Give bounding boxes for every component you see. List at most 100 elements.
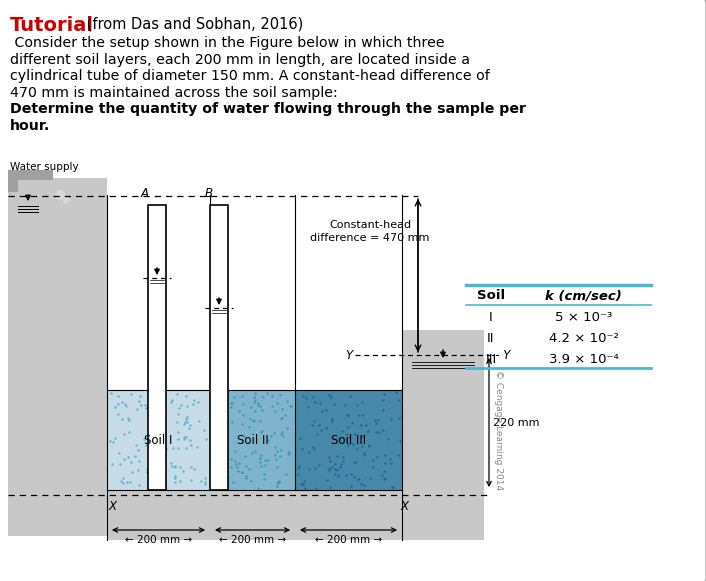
Point bbox=[236, 391, 247, 400]
Point bbox=[336, 426, 347, 436]
Point bbox=[273, 477, 285, 486]
Text: Constant-head: Constant-head bbox=[329, 220, 411, 230]
Point bbox=[378, 467, 390, 476]
Point bbox=[147, 450, 158, 459]
Point bbox=[255, 427, 266, 436]
Point bbox=[393, 414, 405, 423]
Text: X: X bbox=[400, 500, 408, 513]
Point bbox=[378, 396, 389, 405]
Point bbox=[357, 441, 368, 450]
Point bbox=[180, 443, 191, 453]
Point bbox=[148, 390, 159, 399]
Point bbox=[171, 418, 182, 427]
Point bbox=[307, 443, 318, 452]
Point bbox=[273, 477, 285, 486]
Point bbox=[271, 399, 282, 408]
Point bbox=[275, 430, 287, 439]
Point bbox=[148, 444, 159, 453]
Point bbox=[323, 452, 335, 461]
Point bbox=[385, 458, 396, 468]
Text: X: X bbox=[108, 500, 116, 513]
Point bbox=[217, 396, 228, 406]
Point bbox=[340, 400, 351, 410]
Point bbox=[344, 391, 355, 400]
Point bbox=[150, 473, 161, 482]
Point bbox=[293, 462, 304, 471]
Point bbox=[240, 452, 251, 461]
Point bbox=[309, 416, 320, 425]
Point bbox=[171, 389, 182, 399]
Point bbox=[119, 399, 131, 408]
Point bbox=[273, 477, 284, 486]
Point bbox=[358, 449, 369, 458]
Point bbox=[199, 474, 210, 483]
Point bbox=[233, 458, 244, 467]
Point bbox=[386, 415, 397, 424]
Point bbox=[106, 389, 117, 398]
Point bbox=[227, 418, 238, 427]
Point bbox=[113, 448, 124, 457]
Point bbox=[126, 457, 137, 467]
Point bbox=[321, 423, 332, 432]
Point bbox=[219, 479, 230, 488]
Point bbox=[277, 428, 288, 437]
Point bbox=[193, 397, 204, 407]
Point bbox=[158, 451, 169, 460]
Point bbox=[119, 454, 130, 463]
Point bbox=[186, 440, 197, 450]
Point bbox=[337, 456, 349, 465]
Point bbox=[357, 410, 369, 419]
Point bbox=[244, 414, 256, 424]
Point bbox=[346, 418, 357, 428]
Point bbox=[348, 458, 359, 467]
Point bbox=[217, 391, 229, 400]
Point bbox=[175, 400, 186, 409]
Point bbox=[304, 447, 315, 456]
Bar bbox=[8, 178, 108, 536]
Point bbox=[169, 477, 181, 486]
Point bbox=[245, 402, 256, 411]
Point bbox=[225, 403, 237, 412]
Point bbox=[259, 456, 270, 465]
Point bbox=[337, 452, 349, 461]
Point bbox=[150, 398, 161, 407]
Point bbox=[150, 451, 162, 460]
Point bbox=[272, 482, 283, 491]
Point bbox=[126, 467, 138, 476]
Point bbox=[345, 469, 357, 479]
Point bbox=[225, 454, 237, 464]
Point bbox=[306, 420, 317, 429]
Point bbox=[325, 392, 337, 401]
Point bbox=[120, 401, 131, 410]
Point bbox=[352, 444, 363, 453]
Point bbox=[276, 446, 287, 455]
Point bbox=[349, 472, 360, 482]
Bar bbox=[107, 195, 402, 490]
Point bbox=[117, 473, 128, 482]
Point bbox=[253, 400, 264, 410]
Text: 3.9 × 10⁻⁴: 3.9 × 10⁻⁴ bbox=[549, 353, 618, 366]
Point bbox=[208, 469, 220, 478]
Point bbox=[256, 405, 268, 414]
Point bbox=[210, 417, 221, 426]
Point bbox=[276, 404, 287, 413]
Point bbox=[352, 400, 363, 410]
Point bbox=[142, 467, 153, 476]
Point bbox=[227, 398, 238, 407]
Point bbox=[173, 434, 184, 443]
Point bbox=[254, 453, 265, 462]
Text: different soil layers, each 200 mm in length, are located inside a: different soil layers, each 200 mm in le… bbox=[10, 52, 470, 66]
Point bbox=[309, 444, 320, 453]
Point bbox=[342, 435, 353, 444]
Point bbox=[134, 391, 145, 400]
Point bbox=[299, 476, 310, 485]
Point bbox=[240, 472, 251, 481]
Point bbox=[268, 428, 280, 437]
Point bbox=[282, 449, 294, 458]
Point bbox=[379, 475, 390, 484]
Text: A: A bbox=[141, 187, 149, 200]
Point bbox=[271, 446, 282, 456]
Point bbox=[215, 429, 226, 439]
Point bbox=[340, 471, 352, 480]
Text: -- Y: -- Y bbox=[491, 349, 510, 361]
